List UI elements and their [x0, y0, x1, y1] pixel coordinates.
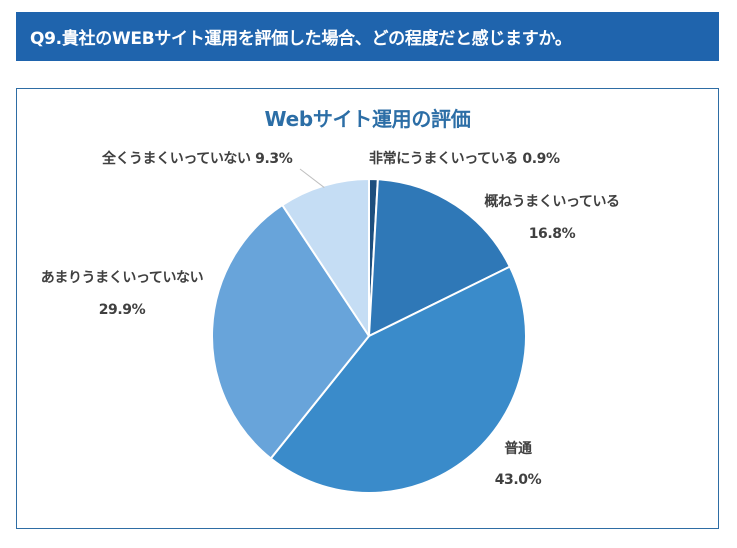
leader-line	[299, 168, 325, 188]
slice-label-4-name: 全くうまくいっていない	[102, 151, 251, 167]
chart-title: Webサイト運用の評価	[264, 107, 471, 131]
slice-label-2-value: 43.0%	[494, 472, 542, 488]
slice-label-2-name: 普通	[504, 441, 532, 457]
slice-label-3: あまりうまくいっていない 29.9%	[17, 262, 227, 326]
chart-frame: Webサイト運用の評価 非常にうまくいっている 0.9% 概ねうまくいっている …	[16, 88, 719, 529]
pie-slice-2	[269, 265, 528, 494]
pie-slices	[211, 177, 528, 494]
pie-slice-3	[211, 204, 370, 460]
slice-label-1: 概ねうまくいっている 16.8%	[457, 186, 647, 250]
slice-label-3-name: あまりうまくいっていない	[40, 270, 204, 286]
slice-label-2: 普通 43.0%	[473, 434, 563, 496]
slice-label-0-name: 非常にうまくいっている	[369, 151, 518, 167]
pie-slice-4	[281, 178, 370, 337]
slice-label-0: 非常にうまくいっている 0.9%	[369, 148, 560, 168]
slice-label-1-name: 概ねうまくいっている	[484, 194, 620, 210]
pie-chart	[211, 168, 528, 494]
slice-label-4-value: 9.3%	[255, 151, 293, 167]
slice-label-4: 全くうまくいっていない 9.3%	[102, 148, 293, 168]
slice-label-3-value: 29.9%	[98, 302, 146, 318]
question-text: Q9.貴社のWEBサイト運用を評価した場合、どの程度だと感じますか。	[30, 29, 572, 49]
slice-label-0-value: 0.9%	[522, 151, 560, 167]
pie-slice-1	[368, 178, 511, 337]
slice-label-1-value: 16.8%	[528, 226, 576, 242]
question-header: Q9.貴社のWEBサイト運用を評価した場合、どの程度だと感じますか。	[16, 12, 719, 61]
